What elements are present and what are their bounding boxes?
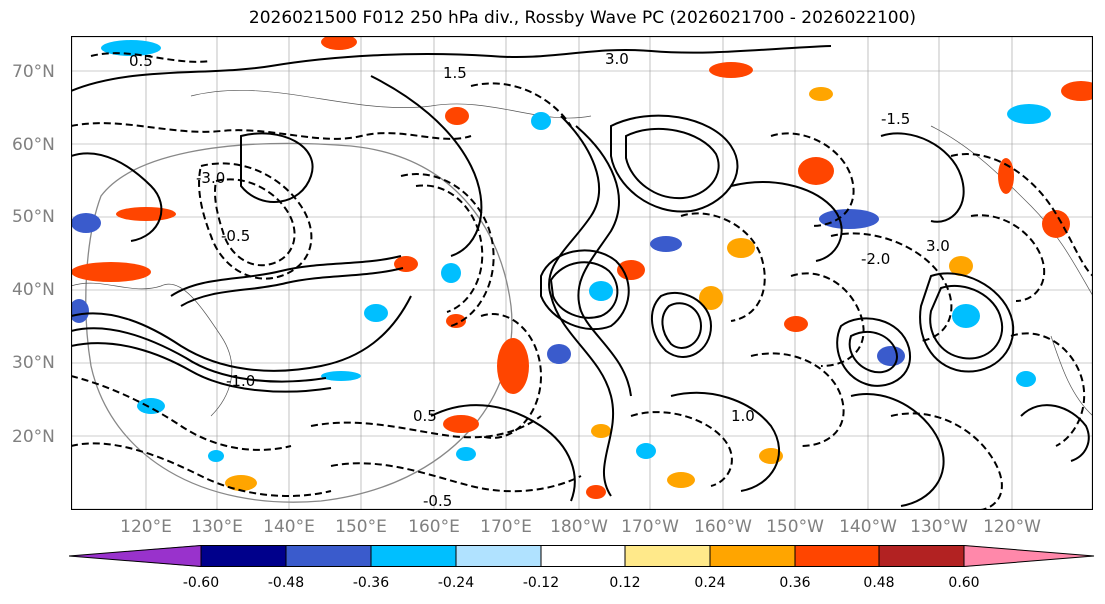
contour-label: 3.0 (605, 50, 629, 68)
contour-label: 0.5 (129, 52, 153, 70)
colorbar-segment (286, 545, 371, 567)
lon-label-130e: 130°E (191, 517, 243, 537)
map-background (71, 36, 1093, 510)
colorbar (69, 545, 1095, 567)
colorbar-segment (710, 545, 795, 567)
colorbar-tick-label: -0.12 (522, 575, 560, 591)
lon-label-170e: 170°E (480, 517, 532, 537)
map-frame (71, 36, 1093, 510)
colorbar-segment (795, 545, 879, 567)
lon-label-140e: 140°E (263, 517, 315, 537)
colorbar-tick-label: 0.36 (779, 575, 811, 591)
contour-label: 1.0 (731, 407, 755, 425)
contour-label: -3.0 (196, 169, 225, 187)
colorbar-tick-label: -0.24 (437, 575, 475, 591)
colorbar-tick-label: 0.12 (609, 575, 641, 591)
colorbar-segment (456, 545, 541, 567)
colorbar-tick-label: -0.48 (267, 575, 305, 591)
colorbar-segment (879, 545, 964, 567)
lat-label-70n: 70°N (12, 62, 55, 82)
graticule (71, 36, 1093, 510)
lon-label-120e: 120°E (120, 517, 172, 537)
map-title: 2026021500 F012 250 hPa div., Rossby Wav… (248, 8, 917, 28)
lon-label-150w: 150°W (766, 517, 824, 537)
colorbar-tick-label: -0.36 (352, 575, 390, 591)
contour-label: -0.5 (423, 492, 452, 510)
colorbar-segment (541, 545, 625, 567)
colorbar-tick-label: 0.48 (863, 575, 895, 591)
lon-label-120w: 120°W (983, 517, 1041, 537)
contour-label: -1.5 (881, 110, 910, 128)
colorbar-tick-label: 0.24 (694, 575, 726, 591)
lat-label-60n: 60°N (12, 135, 55, 155)
positive-contours (71, 45, 1090, 507)
wave-packet-outline (85, 142, 513, 503)
colorbar-segment (964, 545, 1094, 567)
colorbar-segment (371, 545, 456, 567)
colorbar-segment (625, 545, 710, 567)
contour-label: -1.0 (226, 372, 255, 390)
lon-label-140w: 140°W (839, 517, 897, 537)
contour-label: 3.0 (926, 237, 950, 255)
lat-label-40n: 40°N (12, 280, 55, 300)
contour-label: -2.0 (861, 250, 890, 268)
map-panel: 0.5 1.5 3.0 -0.5 -1.5 -3.0 1.0 -1.0 -2.0… (71, 36, 1093, 510)
lat-label-20n: 20°N (12, 427, 55, 447)
negative-contours (71, 52, 1093, 510)
colorbar-tick-label: 0.60 (948, 575, 980, 591)
colorbar-segment (201, 545, 286, 567)
colorbar-segment (69, 545, 201, 567)
lon-label-150e: 150°E (335, 517, 387, 537)
lat-label-50n: 50°N (12, 207, 55, 227)
colorbar-ticks (200, 545, 965, 567)
colorbar-tick-label: -0.60 (182, 575, 220, 591)
contour-label: -0.5 (221, 227, 250, 245)
contour-label: 1.5 (443, 64, 467, 82)
contour-labels: 0.5 1.5 3.0 -0.5 -1.5 -3.0 1.0 -1.0 -2.0… (129, 50, 950, 510)
lat-label-30n: 30°N (12, 353, 55, 373)
lon-label-160w: 160°W (694, 517, 752, 537)
lon-label-170w: 170°W (621, 517, 679, 537)
lon-label-130w: 130°W (910, 517, 968, 537)
lon-label-180w: 180°W (550, 517, 608, 537)
contour-label: 0.5 (413, 407, 437, 425)
lon-label-160e: 160°E (408, 517, 460, 537)
